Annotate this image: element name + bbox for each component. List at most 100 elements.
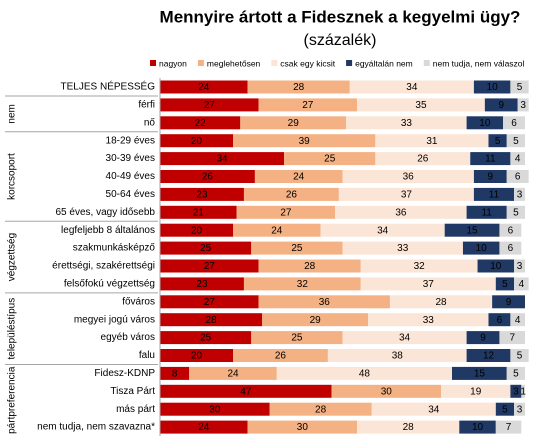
bar-segment: [506, 134, 525, 148]
value-label: 30: [381, 386, 393, 397]
bar-segment: [346, 116, 467, 130]
legend-label: csak egy kicsit: [280, 58, 335, 68]
value-label: 28: [315, 404, 327, 415]
bar-segment: [375, 152, 471, 166]
value-label: 9: [488, 172, 494, 183]
bar-segment: [466, 116, 504, 130]
bar-segment: [349, 80, 474, 94]
value-label: 27: [204, 100, 216, 111]
bar-segment: [495, 420, 522, 434]
value-label: 10: [479, 118, 491, 129]
category-label: felsőfokú végzettség: [64, 279, 155, 290]
value-label: 7: [509, 333, 515, 344]
value-label: 26: [275, 351, 287, 362]
bar-segment: [331, 384, 442, 398]
value-label: 3: [520, 100, 526, 111]
value-label: 15: [474, 369, 486, 380]
value-label: 6: [511, 118, 517, 129]
bar-segment: [160, 384, 332, 398]
value-label: 6: [508, 225, 514, 236]
category-label: 50-64 éves: [106, 189, 155, 200]
value-label: 5: [517, 82, 523, 93]
bar-segment: [499, 331, 525, 345]
value-label: 48: [359, 369, 371, 380]
bar-segment: [258, 98, 358, 112]
value-label: 24: [198, 422, 210, 433]
value-label: 32: [297, 279, 309, 290]
value-label: 47: [240, 386, 252, 397]
value-label: 6: [497, 315, 503, 326]
bar-segment: [521, 384, 525, 398]
value-label: 11: [485, 154, 496, 165]
bar-segment: [236, 205, 336, 219]
value-label: 3: [517, 261, 523, 272]
bar-segment: [473, 187, 515, 201]
value-label: 26: [417, 154, 429, 165]
bar-segment: [247, 80, 350, 94]
bar-segment: [477, 259, 515, 273]
value-label: 28: [304, 261, 316, 272]
bar-segment: [276, 366, 452, 380]
value-label: 33: [423, 315, 435, 326]
bar-segment: [233, 134, 376, 148]
bar-segment: [488, 313, 511, 327]
bar-segment: [243, 187, 339, 201]
category-label: legfeljebb 8 általános: [61, 225, 155, 236]
bar-segment: [160, 116, 241, 130]
value-label: 24: [198, 82, 210, 93]
bar-segment: [335, 205, 467, 219]
bar-segment: [243, 277, 361, 291]
category-label: más párt: [116, 404, 155, 415]
value-label: 11: [489, 190, 500, 201]
bar-segment: [506, 366, 525, 380]
bar-segment: [269, 402, 372, 416]
bar-segment: [452, 366, 507, 380]
legend-label: meglehetősen: [207, 58, 261, 68]
value-label: 12: [483, 351, 495, 362]
bar-segment: [514, 259, 525, 273]
value-label: 24: [293, 172, 305, 183]
bar-segment: [247, 420, 358, 434]
legend-swatch: [197, 60, 204, 66]
bar-segment: [342, 241, 463, 255]
bar-segment: [160, 241, 252, 255]
category-label: Tisza Párt: [110, 386, 155, 397]
category-label: egyéb város: [101, 332, 155, 343]
bar-segment: [160, 205, 237, 219]
bar-segment: [160, 187, 244, 201]
value-label: 24: [271, 225, 283, 236]
bar-segment: [514, 187, 525, 201]
bar-segment: [233, 349, 328, 362]
value-label: 33: [397, 243, 409, 254]
value-label: 34: [216, 154, 228, 165]
value-label: 5: [513, 369, 519, 380]
value-label: 21: [193, 207, 205, 218]
value-label: 36: [403, 172, 415, 183]
value-label: 4: [515, 154, 521, 165]
value-label: 10: [476, 243, 488, 254]
value-label: 7: [506, 422, 512, 433]
category-label: nő: [144, 117, 156, 128]
value-label: 11: [481, 207, 492, 218]
bar-segment: [492, 295, 525, 309]
bar-segment: [371, 402, 496, 416]
value-label: 20: [191, 225, 203, 236]
value-label: 9: [498, 100, 504, 111]
bar-segment: [517, 98, 529, 112]
category-label: főváros: [122, 296, 155, 307]
legend-swatch: [150, 60, 156, 66]
value-label: 34: [406, 82, 418, 93]
value-label: 28: [293, 82, 305, 93]
value-label: 9: [506, 297, 512, 308]
bar-segment: [510, 384, 522, 398]
bar-segment: [510, 349, 529, 362]
value-label: 3: [517, 404, 523, 415]
bar-segment: [441, 384, 511, 398]
value-label: 5: [517, 351, 523, 362]
bar-segment: [473, 80, 511, 94]
value-label: 26: [286, 190, 298, 201]
value-label: 3: [517, 190, 523, 201]
value-label: 22: [195, 118, 207, 129]
value-label: 4: [515, 315, 521, 326]
value-label: 5: [495, 136, 501, 147]
